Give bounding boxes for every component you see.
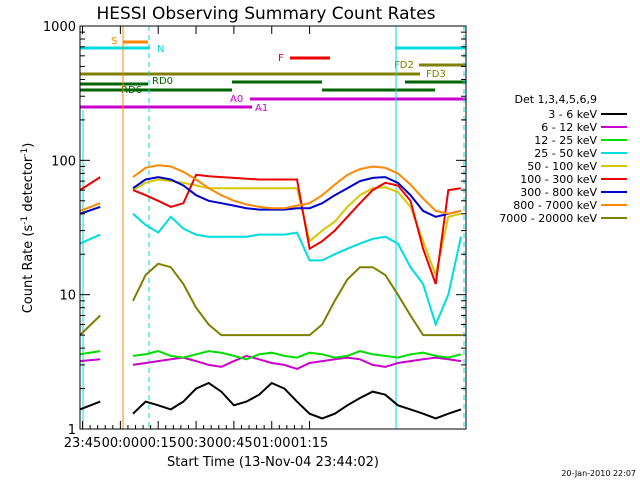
state-segment-label: S: [111, 36, 117, 47]
x-tick-label: 00:45: [215, 436, 252, 451]
state-segment-label: FD2: [394, 60, 414, 71]
series-line: [79, 164, 462, 215]
x-tick-label: 00:30: [177, 436, 214, 451]
y-tick-label: 1000: [43, 20, 76, 35]
series-line: [79, 262, 461, 337]
series-line: [79, 173, 462, 285]
y-axis-ticks: 1 10 100 1000: [43, 20, 466, 438]
legend-entry-label: 7000 - 20000 keV: [499, 212, 597, 225]
legend-entry-label: 100 - 300 keV: [520, 173, 597, 186]
x-tick-label: 00:15: [139, 436, 176, 451]
series-line: [79, 176, 462, 218]
x-tick-label: 01:15: [291, 436, 328, 451]
x-axis-ticks: 23:45 00:00 00:15 00:30 00:45 01:00 01:15: [64, 26, 328, 451]
state-segment-label: A0: [230, 94, 243, 105]
attenuator-segments: S N F FD2 FD3 RD0 RD6 A0 A1: [80, 26, 466, 429]
plot-frame: [79, 25, 467, 430]
state-segment-label: RD6: [121, 85, 142, 96]
series-line: [79, 381, 462, 420]
x-tick-label: 23:45: [64, 436, 101, 451]
state-segment-label: RD0: [152, 76, 173, 87]
y-tick-label: 10: [59, 289, 76, 304]
x-tick-label: 00:00: [102, 436, 139, 451]
legend-entry-label: 800 - 7000 keV: [513, 199, 597, 212]
state-segment-label: F: [278, 53, 284, 64]
legend-entry-label: 6 - 12 keV: [541, 121, 597, 134]
x-axis-label: Start Time (13-Nov-04 23:44:02): [167, 455, 379, 470]
state-segment-label: N: [157, 44, 164, 55]
state-segment-label: FD3: [426, 69, 446, 80]
series-layer: [79, 164, 462, 420]
legend-entry-label: 25 - 50 keV: [534, 147, 597, 160]
x-tick-label: 01:00: [253, 436, 290, 451]
y-axis-label: Count Rate (s-1 detector-1): [20, 143, 36, 314]
state-segment-label: A1: [255, 103, 268, 114]
legend-title: Det 1,3,4,5,6,9: [514, 93, 597, 106]
legend-entry-label: 50 - 100 keV: [527, 160, 597, 173]
legend-entry-label: 3 - 6 keV: [548, 108, 597, 121]
legend-entry-label: 12 - 25 keV: [534, 134, 597, 147]
y-tick-label: 1: [68, 423, 76, 438]
legend-entry-label: 300 - 800 keV: [520, 186, 597, 199]
series-line: [79, 354, 462, 370]
plot-timestamp: 20-Jan-2010 22:07: [561, 469, 636, 478]
chart-title: HESSI Observing Summary Count Rates: [96, 4, 435, 24]
series-line: [79, 213, 462, 328]
y-tick-label: 100: [51, 154, 76, 169]
series-line: [79, 350, 462, 361]
